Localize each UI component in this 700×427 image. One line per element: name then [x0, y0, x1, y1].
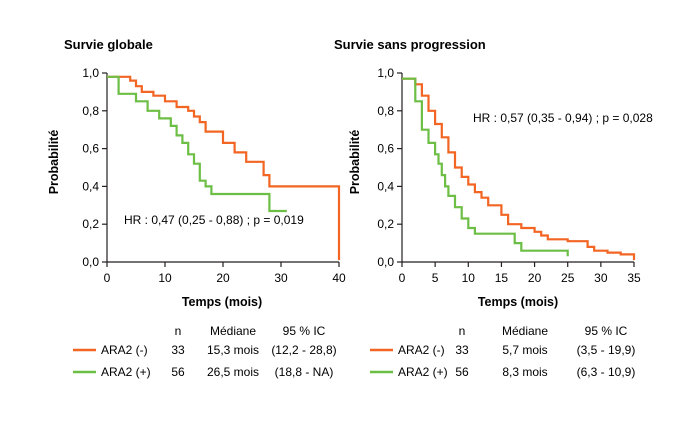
row-label: ARA2 (-): [101, 343, 148, 357]
row-median: 8,3 mois: [502, 365, 547, 379]
x-axis-label: Temps (mois): [182, 295, 262, 309]
y-tick-label: 0,2: [377, 217, 394, 231]
panel-survie-globale: Survie globale Probabilité Temps (mois) …: [47, 37, 346, 309]
y-tick-label: 0,6: [82, 142, 99, 156]
panel-survie-sans-progression: Survie sans progression Probabilité Temp…: [334, 37, 653, 309]
row-n: 33: [171, 343, 185, 357]
x-tick-label: 20: [528, 271, 542, 285]
row-n: 56: [455, 365, 469, 379]
hazard-ratio-annotation: HR : 0,47 (0,25 - 0,88) ; p = 0,019: [124, 213, 304, 227]
x-tick-label: 30: [594, 271, 608, 285]
x-tick-label: 40: [332, 271, 346, 285]
row-n: 33: [455, 343, 469, 357]
y-tick-label: 0,8: [82, 104, 99, 118]
row-label: ARA2 (-): [398, 343, 445, 357]
row-median: 26,5 mois: [207, 365, 259, 379]
x-tick-label: 15: [495, 271, 509, 285]
col-header-n: n: [459, 324, 466, 338]
x-tick-label: 30: [274, 271, 288, 285]
row-ci: (12,2 - 28,8): [271, 343, 336, 357]
x-tick-label: 10: [158, 271, 172, 285]
x-axis-label: Temps (mois): [478, 295, 558, 309]
y-axis-label: Probabilité: [47, 130, 61, 195]
x-tick-label: 0: [399, 271, 406, 285]
row-ci: (18,8 - NA): [275, 365, 334, 379]
row-label: ARA2 (+): [398, 365, 448, 379]
x-tick-label: 10: [462, 271, 476, 285]
col-header-ci: 95 % IC: [283, 324, 326, 338]
y-tick-label: 1,0: [82, 66, 99, 80]
row-median: 5,7 mois: [502, 343, 547, 357]
x-tick-label: 5: [432, 271, 439, 285]
hazard-ratio-annotation: HR : 0,57 (0,35 - 0,94) ; p = 0,028: [473, 111, 653, 125]
km-curve-ara2-neg: [107, 75, 341, 261]
col-header-median: Médiane: [210, 324, 256, 338]
row-ci: (3,5 - 19,9): [577, 343, 636, 357]
col-header-n: n: [175, 324, 182, 338]
y-tick-label: 1,0: [377, 66, 394, 80]
median-table-survie-globale: n Médiane 95 % IC ARA2 (-) 33 15,3 mois …: [73, 324, 337, 379]
row-median: 15,3 mois: [207, 343, 259, 357]
km-curve-ara2-neg: [402, 77, 636, 261]
x-tick-label: 25: [561, 271, 575, 285]
km-curve-ara2-pos: [402, 77, 569, 257]
col-header-ci: 95 % IC: [585, 324, 628, 338]
x-tick-label: 20: [216, 271, 230, 285]
y-tick-label: 0,6: [377, 142, 394, 156]
row-ci: (6,3 - 10,9): [577, 365, 636, 379]
x-tick-label: 0: [104, 271, 111, 285]
x-tick-label: 35: [627, 271, 641, 285]
row-label: ARA2 (+): [101, 365, 151, 379]
col-header-median: Médiane: [502, 324, 548, 338]
chart-title: Survie sans progression: [334, 37, 486, 52]
y-tick-label: 0,2: [82, 217, 99, 231]
y-tick-label: 0,4: [377, 179, 394, 193]
km-curve-ara2-pos: [107, 75, 287, 213]
y-tick-label: 0,0: [82, 255, 99, 269]
y-tick-label: 0,0: [377, 255, 394, 269]
y-tick-label: 0,8: [377, 104, 394, 118]
row-n: 56: [171, 365, 185, 379]
chart-title: Survie globale: [64, 37, 153, 52]
y-axis-label: Probabilité: [348, 130, 362, 195]
median-table-survie-sans-progression: n Médiane 95 % IC ARA2 (-) 33 5,7 mois (…: [370, 324, 635, 379]
y-tick-label: 0,4: [82, 179, 99, 193]
